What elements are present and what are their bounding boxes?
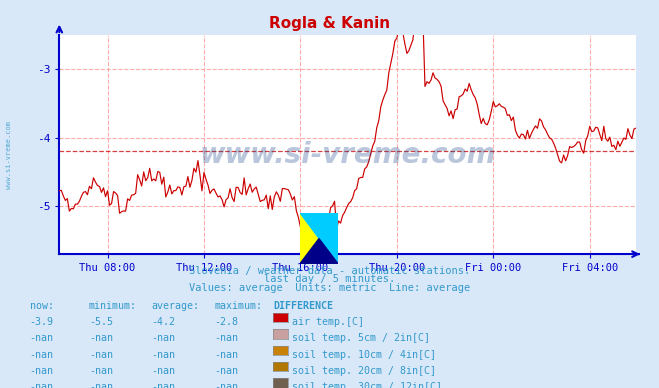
- Text: -nan: -nan: [152, 333, 175, 343]
- Text: soil temp. 30cm / 12in[C]: soil temp. 30cm / 12in[C]: [292, 382, 442, 388]
- Text: Rogla & Kanin: Rogla & Kanin: [269, 16, 390, 31]
- Text: www.si-vreme.com: www.si-vreme.com: [5, 121, 12, 189]
- Text: -4.2: -4.2: [152, 317, 175, 327]
- Text: soil temp. 5cm / 2in[C]: soil temp. 5cm / 2in[C]: [292, 333, 430, 343]
- Text: -nan: -nan: [30, 333, 53, 343]
- Text: -nan: -nan: [89, 366, 113, 376]
- Text: Values: average  Units: metric  Line: average: Values: average Units: metric Line: aver…: [189, 283, 470, 293]
- Text: last day / 5 minutes.: last day / 5 minutes.: [264, 274, 395, 284]
- Text: soil temp. 20cm / 8in[C]: soil temp. 20cm / 8in[C]: [292, 366, 436, 376]
- Text: -2.8: -2.8: [214, 317, 238, 327]
- Text: -nan: -nan: [89, 382, 113, 388]
- Text: average:: average:: [152, 301, 200, 311]
- Text: -nan: -nan: [30, 350, 53, 360]
- Text: Slovenia / weather data - automatic stations.: Slovenia / weather data - automatic stat…: [189, 266, 470, 276]
- Text: -nan: -nan: [152, 350, 175, 360]
- Text: soil temp. 10cm / 4in[C]: soil temp. 10cm / 4in[C]: [292, 350, 436, 360]
- Text: -3.9: -3.9: [30, 317, 53, 327]
- Text: -nan: -nan: [30, 366, 53, 376]
- Text: -nan: -nan: [30, 382, 53, 388]
- Text: minimum:: minimum:: [89, 301, 137, 311]
- Text: www.si-vreme.com: www.si-vreme.com: [200, 142, 496, 170]
- Text: -nan: -nan: [214, 333, 238, 343]
- Polygon shape: [300, 213, 338, 264]
- Text: air temp.[C]: air temp.[C]: [292, 317, 364, 327]
- Text: -nan: -nan: [89, 333, 113, 343]
- Text: -nan: -nan: [214, 382, 238, 388]
- Text: -nan: -nan: [89, 350, 113, 360]
- Text: -5.5: -5.5: [89, 317, 113, 327]
- Text: -nan: -nan: [214, 350, 238, 360]
- Text: maximum:: maximum:: [214, 301, 262, 311]
- Text: now:: now:: [30, 301, 53, 311]
- Text: -nan: -nan: [214, 366, 238, 376]
- Text: -nan: -nan: [152, 382, 175, 388]
- Polygon shape: [300, 213, 338, 264]
- Text: -nan: -nan: [152, 366, 175, 376]
- Text: DIFFERENCE: DIFFERENCE: [273, 301, 333, 311]
- Polygon shape: [300, 239, 338, 264]
